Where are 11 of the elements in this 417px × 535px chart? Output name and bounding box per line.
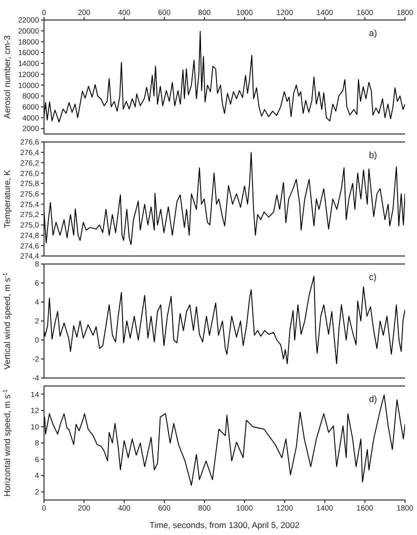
y-axis-title: Aerosol number, cm-3 [2, 35, 12, 119]
annotation: c) [369, 272, 376, 282]
y-axis-title: Temperature, K [2, 170, 12, 228]
line-series [44, 276, 405, 364]
annotation: d) [369, 394, 378, 404]
x-axis-title: Time, seconds, from 1300, April 5, 2002 [150, 520, 300, 530]
annotation: b) [369, 150, 378, 160]
annotation: a) [369, 28, 378, 38]
line-series [44, 30, 405, 123]
line-series [44, 394, 405, 486]
line-series [44, 152, 405, 246]
